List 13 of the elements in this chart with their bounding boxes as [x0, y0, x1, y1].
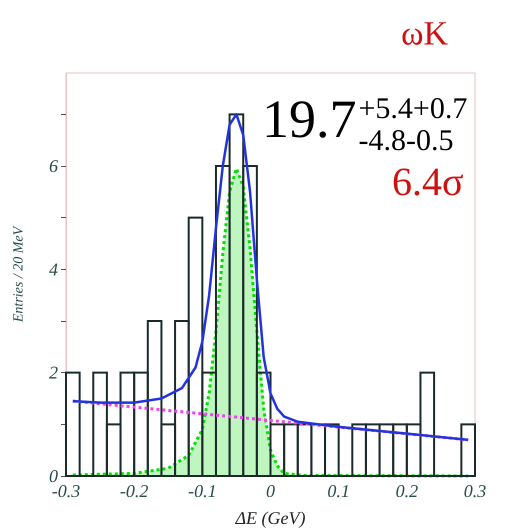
- y-tick-label: 2: [49, 362, 58, 383]
- y-tick-label: 6: [49, 156, 58, 176]
- x-tick-label: 0.1: [327, 481, 350, 501]
- y-tick-label: 4: [49, 259, 58, 280]
- x-tick-label: 0: [266, 481, 275, 501]
- y-axis-title: Entries / 20 MeV: [12, 225, 26, 324]
- chart-title: ωK: [401, 16, 448, 52]
- x-tick-label: 0.2: [396, 481, 418, 501]
- x-tick-label: -0.2: [120, 481, 148, 501]
- x-tick-label: -0.1: [188, 481, 217, 501]
- annotation: 6.4σ: [392, 158, 464, 205]
- x-tick-label: 0.3: [464, 481, 486, 501]
- x-axis-title: ΔE (GeV): [234, 508, 306, 528]
